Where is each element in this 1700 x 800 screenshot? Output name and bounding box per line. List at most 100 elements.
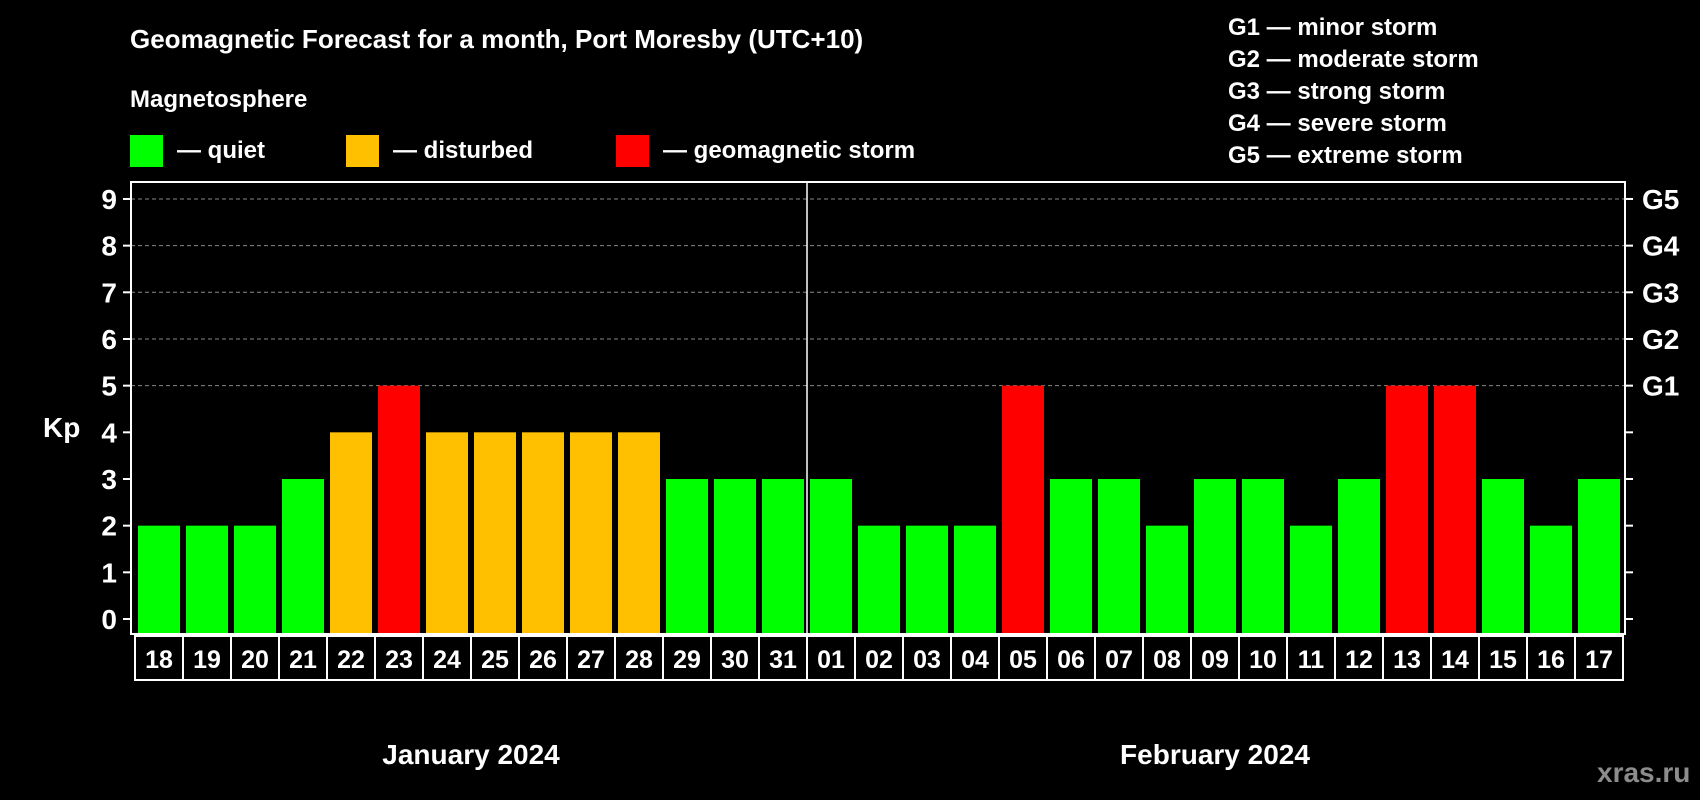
bar-21 bbox=[282, 478, 324, 635]
x-tick-label-07: 07 bbox=[1105, 646, 1133, 674]
y-axis-label: Kp bbox=[43, 412, 80, 443]
legend-heading: Magnetosphere bbox=[130, 86, 308, 113]
right-tick-label-G1: G1 bbox=[1642, 371, 1679, 402]
x-tick-label-05: 05 bbox=[1009, 646, 1037, 674]
legend-label: — geomagnetic storm bbox=[663, 137, 916, 164]
y-tick-label: 2 bbox=[101, 511, 117, 542]
month-label-1: February 2024 bbox=[1120, 739, 1310, 770]
y-tick-label: 0 bbox=[101, 604, 117, 635]
x-tick-label-16: 16 bbox=[1537, 646, 1565, 674]
x-tick-label-09: 09 bbox=[1201, 646, 1229, 674]
storm-scale-g5: G5 — extreme storm bbox=[1228, 142, 1463, 169]
bar-05 bbox=[1002, 385, 1044, 635]
bar-09 bbox=[1194, 478, 1236, 635]
bar-02 bbox=[858, 525, 900, 635]
x-tick-label-11: 11 bbox=[1298, 646, 1325, 674]
y-tick-label: 4 bbox=[101, 417, 117, 448]
x-tick-label-03: 03 bbox=[913, 646, 941, 674]
bar-07 bbox=[1098, 478, 1140, 635]
bar-16 bbox=[1530, 525, 1572, 635]
watermark: xras.ru bbox=[1597, 757, 1691, 788]
legend-item-disturbed: — disturbed bbox=[346, 135, 533, 167]
x-tick-label-20: 20 bbox=[241, 646, 269, 674]
bar-01 bbox=[810, 478, 852, 635]
bar-20 bbox=[234, 525, 276, 635]
bar-23 bbox=[378, 385, 420, 635]
legend-item-quiet: — quiet bbox=[130, 135, 265, 167]
plot-frame bbox=[130, 181, 1626, 635]
x-tick-label-19: 19 bbox=[193, 646, 221, 674]
x-tick-label-25: 25 bbox=[481, 646, 509, 674]
chart-title: Geomagnetic Forecast for a month, Port M… bbox=[130, 24, 864, 54]
bar-12 bbox=[1338, 478, 1380, 635]
legend-item-storm: — geomagnetic storm bbox=[616, 135, 915, 167]
bar-29 bbox=[666, 478, 708, 635]
storm-scale-g2: G2 — moderate storm bbox=[1228, 46, 1479, 73]
day-row-frame bbox=[134, 635, 1624, 681]
bar-26 bbox=[522, 432, 564, 635]
right-tick-label-G4: G4 bbox=[1642, 231, 1680, 262]
right-tick-label-G5: G5 bbox=[1642, 184, 1679, 215]
bar-31 bbox=[762, 478, 804, 635]
bar-08 bbox=[1146, 525, 1188, 635]
y-tick-label: 1 bbox=[101, 557, 117, 588]
legend-swatch-quiet bbox=[130, 135, 163, 167]
bar-15 bbox=[1482, 478, 1524, 635]
x-tick-label-23: 23 bbox=[385, 646, 413, 674]
bar-03 bbox=[906, 525, 948, 635]
x-tick-label-24: 24 bbox=[433, 646, 461, 674]
x-tick-label-28: 28 bbox=[625, 646, 653, 674]
x-tick-label-26: 26 bbox=[529, 646, 557, 674]
y-tick-label: 6 bbox=[101, 324, 117, 355]
x-tick-label-12: 12 bbox=[1345, 646, 1373, 674]
bar-27 bbox=[570, 432, 612, 635]
bar-30 bbox=[714, 478, 756, 635]
x-tick-label-08: 08 bbox=[1153, 646, 1181, 674]
bar-13 bbox=[1386, 385, 1428, 635]
x-tick-label-22: 22 bbox=[337, 646, 365, 674]
bar-19 bbox=[186, 525, 228, 635]
bar-22 bbox=[330, 432, 372, 635]
storm-scale-g3: G3 — strong storm bbox=[1228, 78, 1446, 105]
x-tick-label-13: 13 bbox=[1393, 646, 1421, 674]
x-tick-label-30: 30 bbox=[721, 646, 749, 674]
legend-swatch-storm bbox=[616, 135, 649, 167]
x-tick-label-06: 06 bbox=[1057, 646, 1085, 674]
bar-10 bbox=[1242, 478, 1284, 635]
x-tick-label-01: 01 bbox=[817, 646, 845, 674]
x-tick-label-27: 27 bbox=[577, 646, 605, 674]
y-tick-label: 8 bbox=[101, 231, 117, 262]
right-tick-label-G3: G3 bbox=[1642, 277, 1679, 308]
y-tick-label: 5 bbox=[101, 371, 117, 402]
y-tick-label: 7 bbox=[101, 277, 117, 308]
x-tick-label-02: 02 bbox=[865, 646, 893, 674]
legend-label: — disturbed bbox=[393, 137, 534, 164]
month-label-0: January 2024 bbox=[382, 739, 560, 770]
x-tick-label-21: 21 bbox=[289, 646, 317, 674]
legend-swatch-disturbed bbox=[346, 135, 379, 167]
x-tick-label-04: 04 bbox=[961, 646, 989, 674]
x-tick-label-17: 17 bbox=[1585, 646, 1613, 674]
bar-18 bbox=[138, 525, 180, 635]
x-tick-label-14: 14 bbox=[1441, 646, 1469, 674]
bar-28 bbox=[618, 432, 660, 635]
right-tick-label-G2: G2 bbox=[1642, 324, 1679, 355]
x-tick-label-31: 31 bbox=[769, 646, 797, 674]
bar-11 bbox=[1290, 525, 1332, 635]
bar-14 bbox=[1434, 385, 1476, 635]
bar-17 bbox=[1578, 478, 1620, 635]
y-tick-label: 3 bbox=[101, 464, 117, 495]
x-tick-label-15: 15 bbox=[1489, 646, 1517, 674]
x-tick-label-10: 10 bbox=[1249, 646, 1277, 674]
y-tick-label: 9 bbox=[101, 184, 117, 215]
bar-25 bbox=[474, 432, 516, 635]
x-tick-label-29: 29 bbox=[673, 646, 701, 674]
storm-scale-g1: G1 — minor storm bbox=[1228, 14, 1438, 41]
storm-scale-g4: G4 — severe storm bbox=[1228, 110, 1447, 137]
x-tick-label-18: 18 bbox=[145, 646, 173, 674]
bar-06 bbox=[1050, 478, 1092, 635]
bar-24 bbox=[426, 432, 468, 635]
bar-04 bbox=[954, 525, 996, 635]
legend-label: — quiet bbox=[177, 137, 265, 164]
